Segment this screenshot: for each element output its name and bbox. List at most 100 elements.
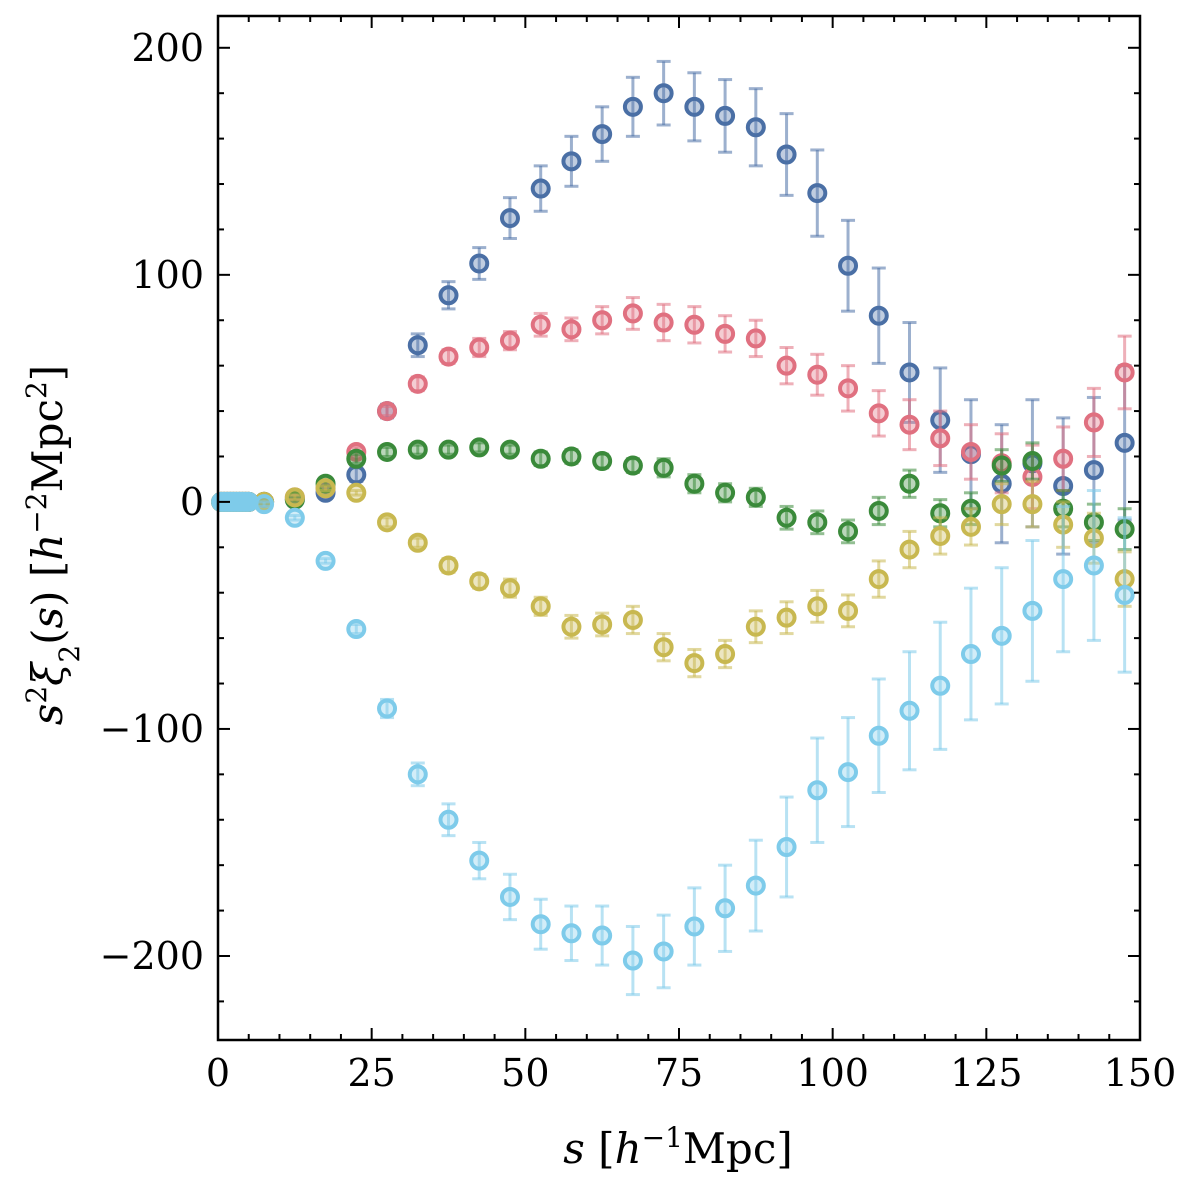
data-point — [807, 780, 828, 801]
data-point — [1022, 494, 1043, 515]
data-point — [1114, 584, 1135, 605]
error-bar — [472, 246, 487, 281]
error-bar — [933, 409, 948, 468]
data-point — [530, 914, 551, 935]
data-point — [592, 925, 613, 946]
data-point — [776, 507, 797, 528]
data-point — [715, 644, 736, 665]
error-bar — [994, 566, 1009, 706]
series-cyan — [211, 489, 1135, 997]
data-point — [377, 512, 398, 533]
data-point — [838, 378, 859, 399]
error-bar — [625, 75, 640, 138]
data-point — [469, 571, 490, 592]
data-point — [499, 330, 520, 351]
data-point — [561, 923, 582, 944]
series-yellow — [211, 478, 1135, 679]
x-axis-label: s [h−1Mpc] — [563, 1121, 792, 1174]
data-point — [346, 464, 367, 485]
data-point — [745, 117, 766, 138]
x-tick-label: 125 — [950, 1051, 1023, 1095]
data-point — [469, 253, 490, 274]
data-point — [960, 644, 981, 665]
data-point — [745, 328, 766, 349]
error-bar — [656, 59, 671, 127]
data-point — [745, 616, 766, 637]
error-bar — [779, 112, 794, 197]
data-point — [530, 596, 551, 617]
data-point — [315, 478, 336, 499]
data-point — [469, 850, 490, 871]
error-bar — [656, 913, 671, 990]
data-point — [899, 700, 920, 721]
error-bar — [625, 296, 640, 331]
y-axis-label: s2ξ2(s) [h−2Mpc2] — [20, 365, 86, 725]
data-point — [438, 555, 459, 576]
data-point — [899, 539, 920, 560]
data-point — [377, 698, 398, 719]
error-bar — [472, 840, 487, 881]
data-point — [745, 487, 766, 508]
error-bar — [349, 489, 364, 497]
error-bar — [318, 484, 333, 493]
data-point — [684, 916, 705, 937]
error-bar — [564, 904, 579, 963]
data-point — [838, 521, 859, 542]
data-point — [930, 525, 951, 546]
data-point — [622, 96, 643, 117]
data-point — [561, 319, 582, 340]
data-point — [838, 600, 859, 621]
y-tick-label: 200 — [131, 26, 204, 70]
data-point — [960, 516, 981, 537]
series-layer — [211, 59, 1135, 997]
data-point — [622, 303, 643, 324]
data-point — [377, 441, 398, 462]
x-tick-label: 25 — [347, 1051, 395, 1095]
error-bar — [902, 398, 917, 452]
y-tick-label: 100 — [131, 253, 204, 297]
data-point — [561, 446, 582, 467]
data-point — [899, 473, 920, 494]
data-point — [499, 886, 520, 907]
data-point — [807, 512, 828, 533]
error-bar — [963, 586, 978, 722]
data-point — [561, 616, 582, 637]
error-bar — [441, 802, 456, 838]
data-point — [284, 507, 305, 528]
error-bar — [287, 514, 302, 522]
x-tick-label: 0 — [206, 1051, 230, 1095]
error-bar — [963, 423, 978, 481]
error-bar — [1025, 538, 1040, 683]
data-point — [653, 457, 674, 478]
error-bar — [718, 78, 733, 154]
data-point — [1053, 448, 1074, 469]
data-point — [530, 448, 551, 469]
data-point — [561, 151, 582, 172]
error-bar — [564, 134, 579, 188]
data-point — [407, 532, 428, 553]
data-point — [1114, 362, 1135, 383]
data-point — [807, 183, 828, 204]
x-tick-label: 75 — [655, 1051, 703, 1095]
data-point — [715, 105, 736, 126]
error-bar — [656, 302, 671, 343]
data-point — [438, 285, 459, 306]
data-point — [715, 482, 736, 503]
error-bar — [502, 196, 517, 241]
data-point — [715, 323, 736, 344]
error-bar — [933, 516, 948, 556]
data-point — [346, 448, 367, 469]
error-bar — [718, 314, 733, 354]
error-bar — [779, 345, 794, 386]
x-tick-label: 150 — [1104, 1051, 1177, 1095]
error-bar — [871, 266, 886, 365]
data-point — [899, 362, 920, 383]
data-point — [930, 428, 951, 449]
data-point — [838, 762, 859, 783]
data-point — [807, 364, 828, 385]
data-point — [991, 494, 1012, 515]
data-point — [499, 439, 520, 460]
x-tick-label: 50 — [501, 1051, 549, 1095]
error-bar — [933, 620, 948, 751]
